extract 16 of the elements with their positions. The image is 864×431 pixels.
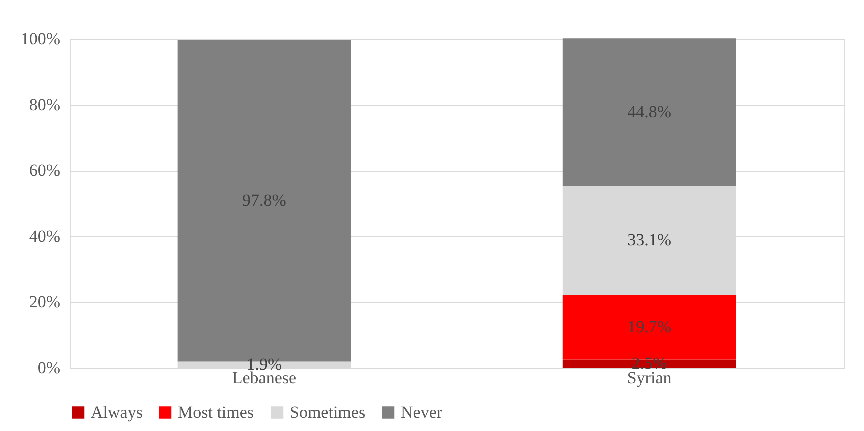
- y-tick-label: 40%: [29, 226, 60, 246]
- legend-label: Sometimes: [290, 402, 366, 422]
- y-tick-label: 0%: [38, 358, 60, 378]
- bar: [562, 38, 736, 186]
- data-label: 19.7%: [628, 317, 672, 336]
- y-tick-label: 60%: [29, 161, 60, 180]
- legend-label: Never: [401, 402, 443, 422]
- bar: [562, 360, 736, 368]
- y-tick-label: 80%: [29, 95, 60, 114]
- y-tick-label: 20%: [29, 292, 60, 312]
- y-tick-label: 100%: [20, 30, 60, 48]
- data-label: 33.1%: [628, 230, 672, 250]
- legend-label: Always: [91, 402, 143, 422]
- data-label: 97.8%: [242, 190, 286, 210]
- data-label: 44.8%: [628, 102, 672, 122]
- legend-label: Most times: [178, 402, 254, 422]
